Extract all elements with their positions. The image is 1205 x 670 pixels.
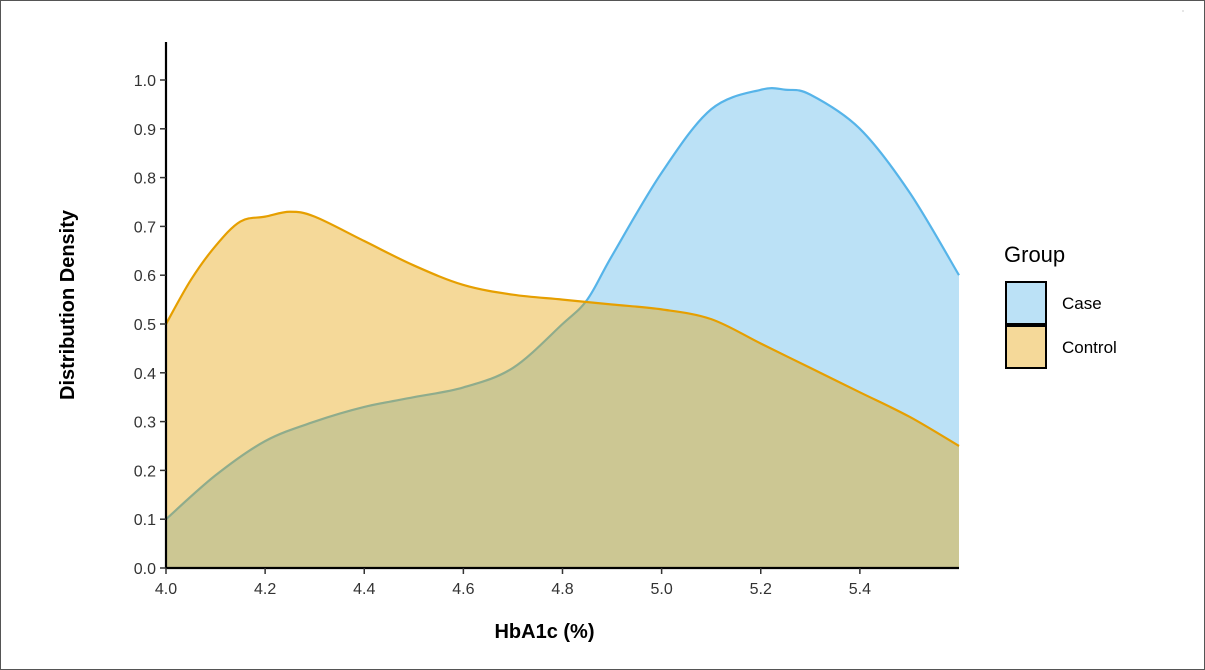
density-line-control <box>165 210 960 447</box>
y-tick-label: 0.3 <box>134 415 156 432</box>
x-tick-label: 5.4 <box>849 581 871 598</box>
y-tick-label: 0.2 <box>134 463 156 480</box>
x-tick-label: 4.8 <box>551 581 573 598</box>
x-tick-label: 5.2 <box>750 581 772 598</box>
y-axis-title: Distribution Density <box>57 209 79 400</box>
y-tick-label: 0.7 <box>134 219 156 236</box>
x-tick-label: 4.2 <box>254 581 276 598</box>
density-line-case <box>165 87 960 521</box>
y-tick-label: 0.4 <box>134 366 156 383</box>
x-tick-label: 5.0 <box>651 581 673 598</box>
y-tick-label: 0.0 <box>134 561 156 578</box>
y-tick-label: 0.8 <box>134 171 156 188</box>
tick-labels: 0.0 0.1 0.2 0.3 0.4 0.5 0.6 0.7 0.8 0.9 1.0 4.0 4.2 4… <box>134 73 871 598</box>
x-axis-title: HbA1c (%) <box>494 621 594 643</box>
legend-key-case <box>1005 281 1047 325</box>
legend-label-control: Control <box>1062 338 1117 357</box>
x-tick-label: 4.4 <box>353 581 375 598</box>
legend: Group Case Control <box>1004 242 1117 369</box>
x-tick-label: 4.6 <box>452 581 474 598</box>
density-area-case <box>166 88 959 569</box>
legend-key-bg <box>1006 282 1046 324</box>
density-areas <box>165 87 960 569</box>
y-tick-label: 0.6 <box>134 268 156 285</box>
legend-items: Case Control <box>1005 281 1117 369</box>
legend-label-case: Case <box>1062 294 1102 313</box>
legend-key-bg <box>1006 326 1046 368</box>
legend-title: Group <box>1004 242 1065 267</box>
density-area-control <box>166 211 959 568</box>
y-tick-label: 0.1 <box>134 512 156 529</box>
corner-mark: · <box>1180 0 1186 20</box>
legend-key-control <box>1005 325 1047 369</box>
y-tick-label: 1.0 <box>134 73 156 90</box>
y-tick-label: 0.5 <box>134 317 156 334</box>
y-tick-label: 0.9 <box>134 122 156 139</box>
x-tick-label: 4.0 <box>155 581 177 598</box>
